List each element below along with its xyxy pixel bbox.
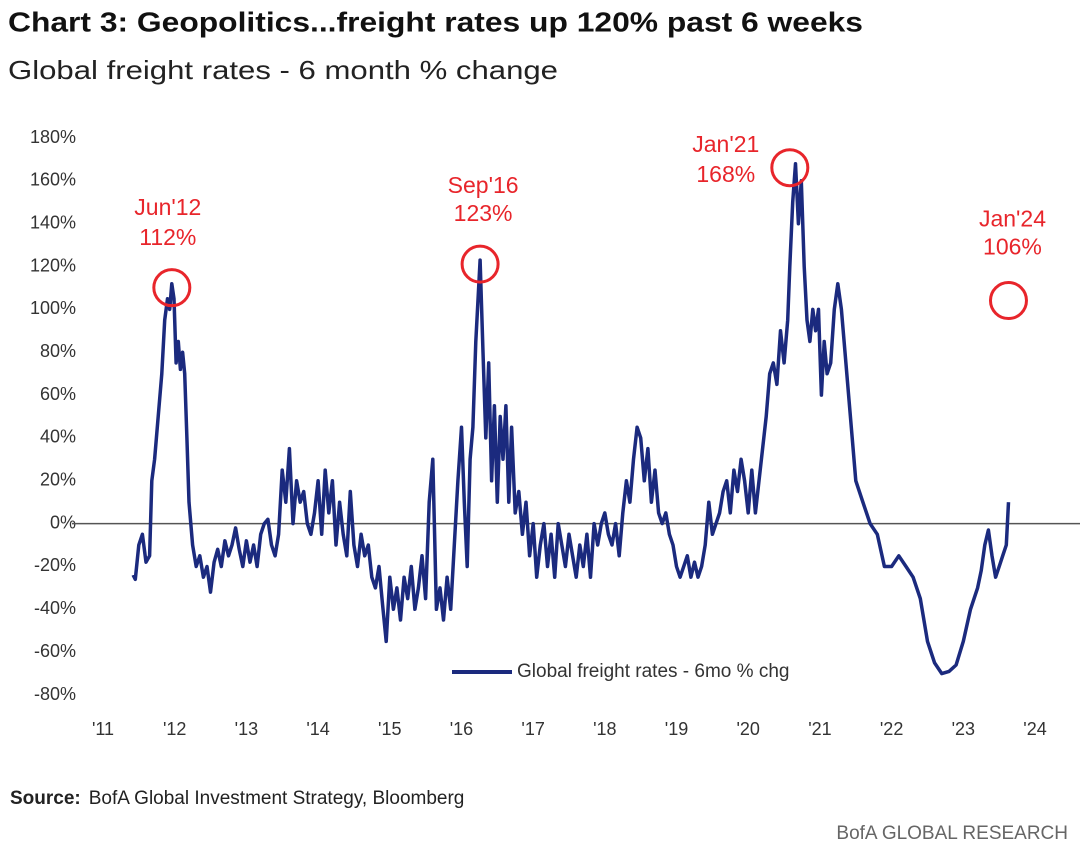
x-tick-label: '17: [521, 719, 544, 739]
chart-title: Chart 3: Geopolitics...freight rates up …: [8, 6, 863, 37]
x-tick-label: '24: [1023, 719, 1046, 739]
x-tick-label: '14: [306, 719, 329, 739]
footer: BofA GLOBAL RESEARCH: [836, 823, 1068, 844]
annotation-date: Jan'24: [979, 206, 1046, 232]
annotation-date: Jun'12: [134, 194, 201, 220]
y-tick-label: 0%: [50, 512, 76, 532]
x-tick-label: '18: [593, 719, 616, 739]
y-tick-label: 100%: [30, 298, 76, 318]
x-tick-label: '11: [92, 719, 114, 739]
x-tick-label: '16: [450, 719, 473, 739]
source-label: Source:: [10, 788, 81, 809]
y-tick-label: 20%: [40, 470, 76, 490]
x-tick-label: '15: [378, 719, 401, 739]
annotation-value: 106%: [983, 234, 1042, 260]
x-tick-label: '12: [163, 719, 186, 739]
y-tick-label: -40%: [34, 598, 76, 618]
source: Source: BofA Global Investment Strategy, …: [10, 788, 464, 809]
y-tick-label: 60%: [40, 384, 76, 404]
y-tick-label: 180%: [30, 127, 76, 147]
annotation-circle: [460, 244, 500, 284]
annotation-circle: [770, 148, 810, 188]
annotation-value: 123%: [454, 200, 513, 226]
x-tick-label: '23: [952, 719, 975, 739]
annotation-circle: [988, 281, 1028, 321]
y-tick-label: 80%: [40, 341, 76, 361]
chart-subtitle: Global freight rates - 6 month % change: [8, 55, 558, 85]
annotation-value: 112%: [139, 224, 196, 250]
annotation-circle: [152, 268, 192, 308]
x-tick-label: '22: [880, 719, 903, 739]
y-tick-label: 120%: [30, 255, 76, 275]
y-tick-label: -80%: [34, 684, 76, 704]
y-tick-label: 40%: [40, 427, 76, 447]
y-tick-label: -20%: [34, 555, 76, 575]
x-tick-label: '20: [736, 719, 759, 739]
y-tick-label: 140%: [30, 212, 76, 232]
x-tick-label: '21: [808, 719, 831, 739]
source-text: BofA Global Investment Strategy, Bloombe…: [89, 788, 465, 809]
series-line: [131, 161, 1011, 676]
annotation-value: 168%: [696, 161, 755, 187]
annotation-date: Jan'21: [692, 131, 759, 157]
legend-label: Global freight rates - 6mo % chg: [517, 661, 789, 682]
y-tick-label: -60%: [34, 641, 76, 661]
y-tick-label: 160%: [30, 170, 76, 190]
x-tick-label: '13: [235, 719, 258, 739]
annotation-date: Sep'16: [448, 172, 519, 198]
x-tick-label: '19: [665, 719, 688, 739]
